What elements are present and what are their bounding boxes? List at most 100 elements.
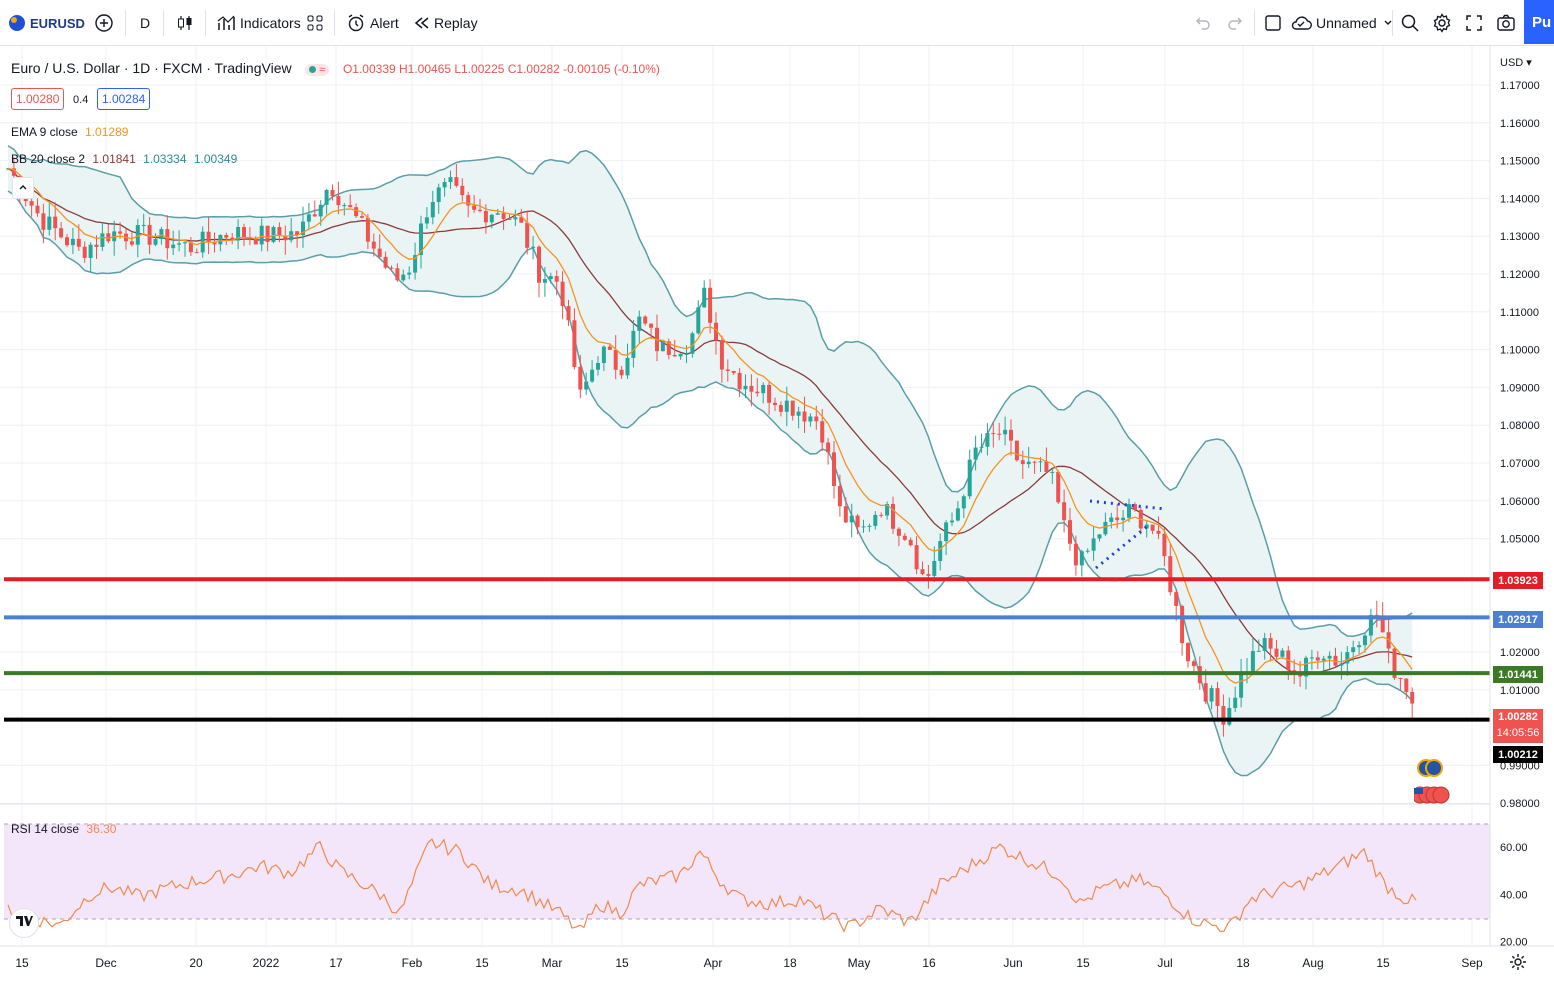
gear-icon (1432, 13, 1452, 33)
interval-button[interactable]: D (140, 0, 150, 46)
candle-body (365, 217, 370, 242)
candle-body (1404, 678, 1409, 692)
search-button[interactable] (1400, 0, 1420, 46)
candle-body (395, 268, 400, 281)
candle-body (165, 229, 170, 249)
currency-selector[interactable]: USD ▾ (1500, 57, 1532, 69)
candle-body (979, 446, 984, 448)
candle-body (47, 216, 52, 230)
chart-type-button[interactable] (175, 0, 195, 46)
settings-button[interactable] (1432, 0, 1452, 46)
candle-body (159, 229, 164, 240)
ema-label: EMA 9 close (11, 125, 78, 139)
rsi-line (7, 838, 1417, 933)
fullscreen-button[interactable] (1465, 0, 1483, 46)
candle-body (1038, 461, 1043, 463)
candle-body (867, 525, 872, 527)
candle-body (1079, 551, 1084, 566)
candle-body (660, 341, 665, 352)
screenshot-button[interactable] (1496, 0, 1516, 46)
undo-icon (1194, 14, 1212, 32)
cloud-icon (1290, 14, 1312, 32)
rsi-legend[interactable]: RSI 14 close 36.30 (11, 822, 116, 836)
price-chart[interactable]: 1.17000 1.16000 1.15000 1.14000 1.13000 1.120… (0, 46, 1554, 984)
time-axis-tick: 15 (475, 956, 489, 970)
candle-body (643, 316, 648, 324)
bb-legend[interactable]: BB 20 close 2 1.01841 1.03334 1.00349 (11, 152, 237, 166)
candle-body (1097, 534, 1102, 539)
candle-body (478, 209, 482, 212)
buy-price-button[interactable]: 1.00284 (96, 88, 151, 110)
candle-body (283, 235, 288, 241)
price-axis-tick: 1.17000 (1500, 80, 1540, 92)
undo-button[interactable] (1194, 0, 1212, 46)
indicators-button[interactable]: Indicators (216, 0, 301, 46)
candle-body (253, 237, 258, 245)
redo-button[interactable] (1226, 0, 1244, 46)
candle-body (1056, 471, 1061, 503)
chart-area[interactable]: 1.17000 1.16000 1.15000 1.14000 1.13000 1.120… (0, 46, 1554, 984)
candle-body (1020, 460, 1025, 465)
candle-body (1162, 533, 1167, 557)
candle-body (483, 211, 488, 223)
candle-body (454, 177, 459, 186)
tradingview-logo[interactable] (9, 908, 39, 938)
price-axis-tick: 1.05000 (1500, 534, 1540, 546)
candle-body (926, 574, 931, 576)
candle-body (442, 181, 447, 188)
candle-body (1191, 661, 1196, 667)
candle-body (1009, 429, 1013, 441)
candle-body (896, 528, 901, 536)
rsi-axis-tick: 60.00 (1500, 842, 1528, 854)
candle-body (1357, 645, 1362, 648)
top-toolbar: EURUSD D Indicators Alert Replay Unnamed (0, 0, 1554, 46)
plus-circle-icon (94, 13, 114, 33)
candle-body (708, 287, 713, 323)
price-axis-tick: 1.12000 (1500, 269, 1540, 281)
candle-body (950, 520, 954, 523)
candle-body (997, 433, 1002, 435)
candle-body (242, 226, 246, 238)
candle-body (967, 459, 972, 497)
compare-button[interactable] (94, 0, 114, 46)
symbol-search-button[interactable]: EURUSD (8, 0, 85, 46)
candle-body (702, 287, 707, 308)
economic-event-icon (1411, 759, 1458, 814)
candle-body (407, 272, 412, 275)
time-axis-settings-button[interactable] (1508, 952, 1528, 977)
rsi-label: RSI 14 close (11, 822, 80, 836)
candle-body (489, 214, 494, 223)
candle-body (312, 214, 317, 217)
hline-black-price-label: 1.00212 (1493, 746, 1543, 763)
candle-body (501, 213, 506, 219)
ema-legend[interactable]: EMA 9 close 1.01289 (11, 125, 128, 139)
time-axis-tick: Aug (1302, 956, 1323, 970)
alert-button[interactable]: Alert (346, 0, 399, 46)
time-axis-tick: 20 (189, 956, 203, 970)
bar-countdown: 14:05:56 (1496, 727, 1540, 739)
time-axis-tick: Apr (704, 956, 723, 970)
layout-checkbox[interactable] (1264, 0, 1282, 46)
events-markers[interactable] (1411, 758, 1458, 815)
layout-menu-button[interactable]: Unnamed (1290, 0, 1393, 46)
candle-body (430, 202, 435, 218)
candle-body (796, 411, 801, 416)
ema-line (7, 167, 1413, 684)
templates-button[interactable] (306, 0, 324, 46)
fullscreen-icon (1465, 14, 1483, 32)
candle-body (1127, 504, 1131, 518)
price-axis-tick: 1.01000 (1500, 685, 1540, 697)
candle-body (230, 237, 235, 241)
candle-body (678, 353, 683, 357)
collapse-legend-button[interactable] (12, 177, 34, 199)
time-axis-tick: Sep (1461, 956, 1483, 970)
sell-price-button[interactable]: 1.00280 (11, 88, 65, 110)
candle-body (944, 522, 949, 542)
replay-button[interactable]: Replay (414, 0, 478, 46)
publish-button[interactable]: Pu (1524, 0, 1554, 44)
candle-body (1363, 635, 1367, 646)
candle-body (873, 514, 878, 526)
price-axis-tick: 1.16000 (1500, 118, 1540, 130)
time-axis-tick: Mar (542, 956, 563, 970)
time-axis-tick: Dec (95, 956, 116, 970)
